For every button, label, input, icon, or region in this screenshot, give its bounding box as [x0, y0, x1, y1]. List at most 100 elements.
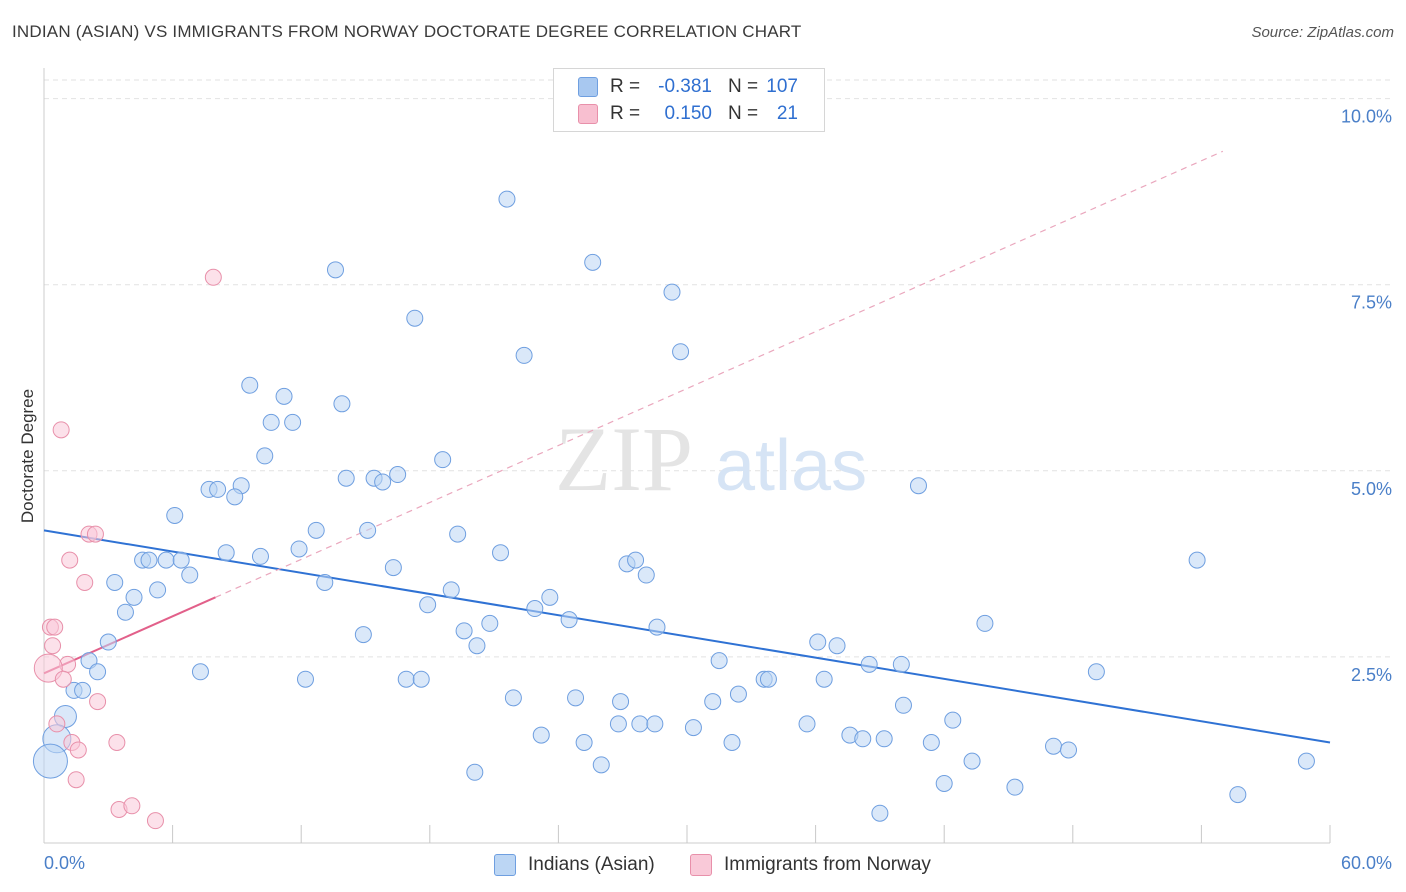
- data-point: [976, 614, 994, 632]
- data-point: [354, 626, 372, 644]
- data-point: [672, 343, 690, 361]
- data-point: [204, 268, 222, 286]
- data-point: [307, 521, 325, 539]
- n-label: N =: [728, 103, 759, 124]
- data-point: [909, 477, 927, 495]
- legend-item-norway[interactable]: Immigrants from Norway: [690, 852, 931, 878]
- data-point: [166, 506, 184, 524]
- data-point: [567, 689, 585, 707]
- trend-line-indians: [43, 529, 1331, 744]
- data-point: [612, 693, 630, 711]
- legend-row-norway: R = 0.150 N = 21: [578, 101, 798, 127]
- data-point: [809, 633, 827, 651]
- data-point: [33, 653, 63, 683]
- legend-item-indians[interactable]: Indians (Asian): [494, 852, 655, 878]
- data-point: [99, 633, 117, 651]
- data-point: [663, 283, 681, 301]
- data-point: [723, 734, 741, 752]
- r-label: R =: [610, 103, 641, 124]
- data-point: [52, 421, 70, 439]
- data-point: [492, 544, 510, 562]
- data-point: [359, 521, 377, 539]
- data-point: [759, 670, 777, 688]
- data-point: [241, 376, 259, 394]
- y-tick-label: 7.5%: [1351, 293, 1392, 313]
- data-point: [541, 588, 559, 606]
- watermark: ZIP atlas: [555, 408, 867, 510]
- stats-legend: R = -0.381 N = 107 R = 0.150 N = 21: [553, 68, 825, 132]
- n-value: 107: [766, 76, 798, 97]
- data-point: [648, 618, 666, 636]
- x-tick-max: 60.0%: [1341, 853, 1392, 873]
- trend-line-norway-extension: [215, 150, 1224, 598]
- data-point: [209, 480, 227, 498]
- data-point: [275, 387, 293, 405]
- data-point: [592, 756, 610, 774]
- data-point: [389, 466, 407, 484]
- data-point: [875, 730, 893, 748]
- data-point: [262, 413, 280, 431]
- legend-swatch-indians: [578, 77, 598, 97]
- y-axis-title: Doctorate Degree: [18, 389, 37, 523]
- data-point: [74, 681, 92, 699]
- data-point: [251, 547, 269, 565]
- legend-swatch-norway: [690, 854, 712, 876]
- data-point: [397, 670, 415, 688]
- legend-label-indians: Indians (Asian): [528, 854, 655, 875]
- data-point: [316, 573, 334, 591]
- data-point: [963, 752, 981, 770]
- legend-swatch-indians: [494, 854, 516, 876]
- data-point: [1087, 663, 1105, 681]
- data-point: [181, 566, 199, 584]
- data-point: [412, 670, 430, 688]
- data-point: [191, 663, 209, 681]
- n-label: N =: [728, 76, 759, 97]
- r-value: 0.150: [664, 103, 712, 124]
- data-point: [729, 685, 747, 703]
- data-point: [337, 469, 355, 487]
- data-point: [627, 551, 645, 569]
- data-point: [67, 771, 85, 789]
- legend-swatch-norway: [578, 104, 598, 124]
- chart-title: INDIAN (ASIAN) VS IMMIGRANTS FROM NORWAY…: [12, 22, 802, 41]
- data-point: [646, 715, 664, 733]
- data-point: [854, 730, 872, 748]
- data-point: [871, 804, 889, 822]
- watermark-atlas: atlas: [715, 426, 867, 506]
- data-point: [140, 551, 158, 569]
- data-point: [108, 734, 126, 752]
- n-value: 21: [776, 103, 798, 124]
- data-point: [515, 346, 533, 364]
- data-point: [48, 715, 66, 733]
- data-point: [828, 637, 846, 655]
- legend-row-indians: R = -0.381 N = 107: [578, 74, 798, 100]
- data-point: [116, 603, 134, 621]
- data-point: [217, 544, 235, 562]
- data-point: [860, 655, 878, 673]
- y-tick-label: 2.5%: [1351, 665, 1392, 685]
- y-tick-labels: 2.5% 5.0% 7.5% 10.0%: [1341, 107, 1392, 685]
- data-point: [1060, 741, 1078, 759]
- data-point: [296, 670, 314, 688]
- watermark-zip: ZIP: [555, 408, 693, 510]
- series-norway: [33, 268, 222, 830]
- data-point: [149, 581, 167, 599]
- data-point: [157, 551, 175, 569]
- data-point: [226, 488, 244, 506]
- x-tick-min: 0.0%: [44, 853, 85, 873]
- data-point: [892, 655, 910, 673]
- data-point: [498, 190, 516, 208]
- legend-label-norway: Immigrants from Norway: [724, 854, 931, 875]
- data-point: [123, 797, 141, 815]
- data-point: [69, 741, 87, 759]
- data-point: [290, 540, 308, 558]
- r-value: -0.381: [658, 76, 712, 97]
- data-point: [684, 719, 702, 737]
- data-point: [504, 689, 522, 707]
- data-point: [631, 715, 649, 733]
- data-point: [468, 637, 486, 655]
- data-point: [46, 618, 64, 636]
- data-point: [798, 715, 816, 733]
- data-point: [172, 551, 190, 569]
